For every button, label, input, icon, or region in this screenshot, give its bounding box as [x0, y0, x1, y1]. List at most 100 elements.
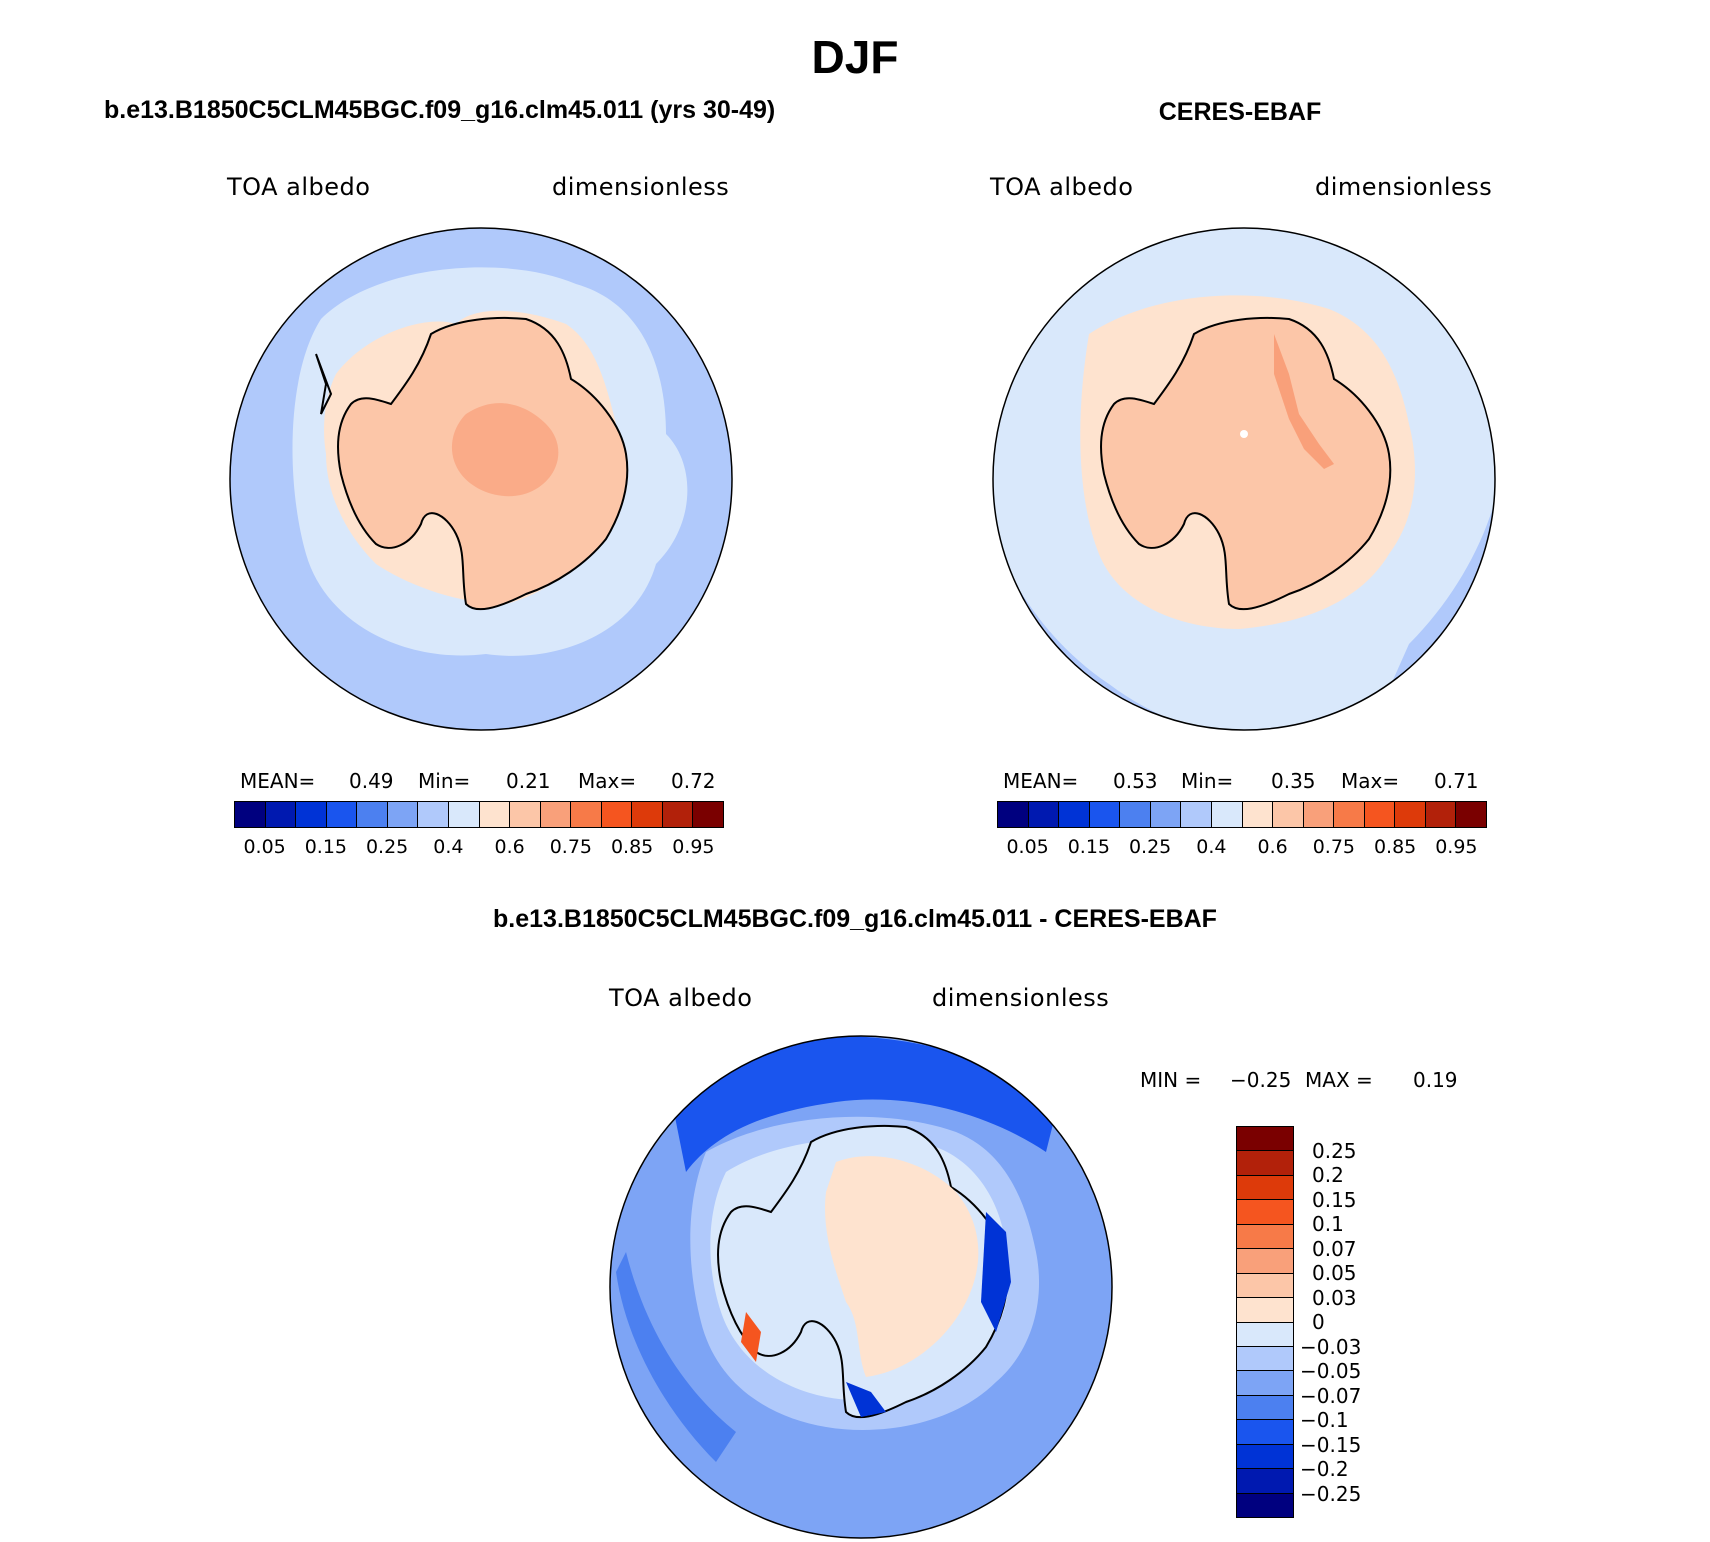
colorbar-swatch	[296, 802, 327, 827]
colorbar-swatch	[510, 802, 541, 827]
colorbar-swatch	[1364, 802, 1396, 827]
panel-1-mean-label: MEAN=	[240, 769, 316, 793]
colorbar-swatch	[235, 802, 266, 827]
colorbar-swatch	[662, 802, 694, 827]
panel-1-min: 0.21	[506, 769, 551, 793]
colorbar-tick-label: 0	[1312, 1310, 1325, 1334]
colorbar-swatch	[479, 802, 511, 827]
panel-3-colorbar-ticks: 0.25 0.2 0.15 0.1 0.07 0.05 0.03 0 −0.03 −0.05 −0.…	[1300, 1126, 1380, 1518]
panel-2-max: 0.71	[1434, 769, 1479, 793]
panel-3-min-label: MIN =	[1140, 1068, 1202, 1092]
colorbar-swatch	[1273, 802, 1304, 827]
colorbar-swatch	[540, 802, 572, 827]
colorbar-tick-label: 0.1	[1312, 1212, 1344, 1236]
colorbar-tick-label: 0.25	[365, 836, 409, 858]
panel-1-colorbar	[234, 801, 724, 828]
colorbar-swatch	[1456, 802, 1486, 827]
colorbar-swatch	[1237, 1298, 1293, 1323]
colorbar-tick-label: 0.75	[549, 836, 593, 858]
colorbar-swatch	[571, 802, 602, 827]
panel-3-colorbar	[1236, 1126, 1294, 1518]
panel-1-variable: TOA albedo	[227, 173, 371, 201]
panel-2-min-label: Min=	[1181, 769, 1234, 793]
colorbar-swatch	[1237, 1200, 1293, 1225]
negative-anomaly-amery	[846, 1382, 886, 1417]
colorbar-tick-label: 0.4	[433, 836, 464, 858]
colorbar-swatch	[265, 802, 297, 827]
negative-anomaly-coast	[981, 1212, 1011, 1332]
colorbar-swatch	[1237, 1444, 1293, 1470]
colorbar-tick-label: 0.25	[1128, 836, 1172, 858]
colorbar-swatch	[1334, 802, 1365, 827]
colorbar-tick-label: −0.05	[1300, 1359, 1362, 1383]
colorbar-swatch	[1237, 1493, 1293, 1517]
colorbar-swatch	[693, 802, 723, 827]
colorbar-tick-label: 0.95	[672, 836, 715, 858]
colorbar-swatch	[1150, 802, 1182, 827]
panel-2-min: 0.35	[1271, 769, 1316, 793]
colorbar-swatch	[448, 802, 480, 827]
plateau-high-albedo	[451, 403, 559, 497]
colorbar-tick-label: 0.15	[304, 836, 348, 858]
panel-1-units: dimensionless	[552, 173, 730, 201]
colorbar-swatch	[632, 802, 663, 827]
colorbar-swatch	[1089, 802, 1121, 827]
positive-interior	[825, 1156, 979, 1377]
negative-band-west	[616, 1252, 736, 1462]
colorbar-swatch	[1237, 1249, 1293, 1274]
panel-2-map	[992, 227, 1496, 731]
colorbar-swatch	[1242, 802, 1274, 827]
colorbar-tick-label: −0.03	[1300, 1334, 1362, 1359]
panel-3-variable: TOA albedo	[609, 984, 753, 1012]
positive-anomaly-ross	[741, 1312, 761, 1362]
colorbar-swatch	[1181, 802, 1212, 827]
colorbar-swatch	[1237, 1469, 1293, 1494]
panel-2-mean-label: MEAN=	[1003, 769, 1079, 793]
colorbar-swatch	[1237, 1371, 1293, 1396]
colorbar-tick-label: 0.25	[1312, 1138, 1357, 1163]
panel-2-colorbar-ticks: 0.05 0.15 0.25 0.4 0.6 0.75 0.85 0.95	[997, 836, 1487, 862]
colorbar-swatch	[1237, 1127, 1293, 1152]
panel-2-max-label: Max=	[1341, 769, 1400, 793]
colorbar-tick-label: −0.1	[1300, 1408, 1349, 1432]
panel-2-colorbar	[997, 801, 1487, 828]
panel-2-units: dimensionless	[1315, 173, 1493, 201]
colorbar-tick-label: 0.6	[494, 836, 525, 858]
panel-3-min: −0.25	[1230, 1068, 1292, 1092]
colorbar-swatch	[998, 802, 1029, 827]
panel-1-max-label: Max=	[578, 769, 637, 793]
colorbar-swatch	[1120, 802, 1151, 827]
panel-1-title: b.e13.B1850C5CLM45BGC.f09_g16.clm45.011 …	[104, 96, 776, 124]
colorbar-swatch	[1237, 1395, 1293, 1421]
colorbar-swatch	[387, 802, 419, 827]
antarctica-coastline	[1100, 316, 1392, 611]
colorbar-swatch	[601, 802, 633, 827]
colorbar-swatch	[326, 802, 358, 827]
panel-1-max: 0.72	[671, 769, 716, 793]
colorbar-swatch	[1237, 1322, 1293, 1347]
colorbar-tick-label: −0.15	[1300, 1432, 1362, 1457]
colorbar-swatch	[1211, 802, 1243, 827]
panel-3-max-label: MAX =	[1305, 1068, 1373, 1092]
colorbar-swatch	[1237, 1346, 1293, 1372]
pole-hole	[1240, 430, 1248, 438]
colorbar-tick-label: 0.85	[1373, 836, 1417, 858]
colorbar-swatch	[1237, 1273, 1293, 1299]
colorbar-swatch	[357, 802, 388, 827]
colorbar-tick-label: 0.6	[1257, 836, 1288, 858]
colorbar-tick-label: 0.4	[1196, 836, 1227, 858]
colorbar-tick-label: −0.07	[1300, 1383, 1362, 1408]
colorbar-swatch	[1237, 1151, 1293, 1176]
panel-2-variable: TOA albedo	[990, 173, 1134, 201]
panel-2-title: CERES-EBAF	[1158, 98, 1322, 126]
panel-3-map	[609, 1035, 1113, 1539]
colorbar-tick-label: 0.03	[1312, 1285, 1357, 1310]
colorbar-tick-label: 0.2	[1312, 1163, 1344, 1187]
panel-3-title: b.e13.B1850C5CLM45BGC.f09_g16.clm45.011 …	[493, 905, 1217, 933]
colorbar-tick-label: 0.07	[1312, 1236, 1357, 1261]
colorbar-swatch	[1028, 802, 1060, 827]
colorbar-tick-label: 0.15	[1067, 836, 1111, 858]
colorbar-swatch	[1237, 1224, 1293, 1250]
colorbar-tick-label: −0.25	[1300, 1481, 1362, 1506]
antarctic-peninsula	[315, 353, 333, 415]
